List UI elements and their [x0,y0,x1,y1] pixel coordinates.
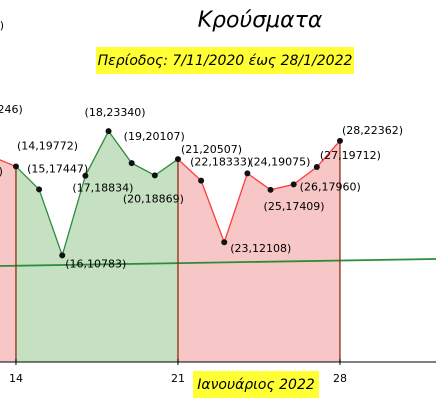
data-point [336,137,343,144]
x-label-box [193,371,319,398]
data-label: (27,19712) [320,149,381,162]
data-label: (15,17447) [27,162,88,175]
data-point [105,128,112,135]
data-point [12,163,19,170]
data-label: (28,22362) [342,124,403,137]
x-tick-label: 14 [9,372,23,385]
data-label: (16,10783) [65,257,126,270]
data-label: (14,19772) [17,139,78,152]
data-label: (18,23340) [85,106,146,119]
area-fill [177,140,340,362]
subtitle: Περίοδος: 7/11/2020 έως 28/1/2022 [98,53,353,69]
data-point [128,160,135,167]
plot-area: 14 21 28 (12,24246) (13,20725) (14,19772) (15,… [0,103,436,385]
data-label: (21,20507) [181,143,242,156]
area-line [0,159,17,168]
data-label: (26,17960) [300,180,361,193]
trend-line [0,258,436,267]
data-point [82,172,89,179]
area-line [15,129,179,258]
chart-title: Κρούσματα [198,8,323,33]
data-point [313,164,320,171]
x-tick-label: 21 [171,372,185,385]
data-label: (17,18834) [72,182,133,195]
cut-text: 4) [0,19,4,32]
data-label: (13,20725) [0,165,3,178]
data-point [59,252,66,259]
data-point [244,170,251,177]
area-fill [0,159,16,362]
data-label: (22,18333) [190,156,251,169]
data-point [267,186,274,193]
data-label: (24,19075) [249,155,310,168]
data-point [151,172,158,179]
area-fill [15,131,178,362]
x-tick-label: 28 [333,372,347,385]
data-point [174,156,181,163]
data-point [221,239,228,246]
data-label: (23,12108) [230,242,291,255]
data-label: (25,17409) [264,200,325,213]
subtitle-box [96,47,354,74]
data-point [290,181,297,188]
data-label: (20,18869) [123,192,184,205]
data-label: (19,20107) [124,130,185,143]
data-label: (12,24246) [0,103,23,116]
x-axis-label: Ιανουάριος 2022 [197,377,315,393]
area-line [177,140,341,245]
data-point [36,186,43,193]
data-point [198,177,205,184]
